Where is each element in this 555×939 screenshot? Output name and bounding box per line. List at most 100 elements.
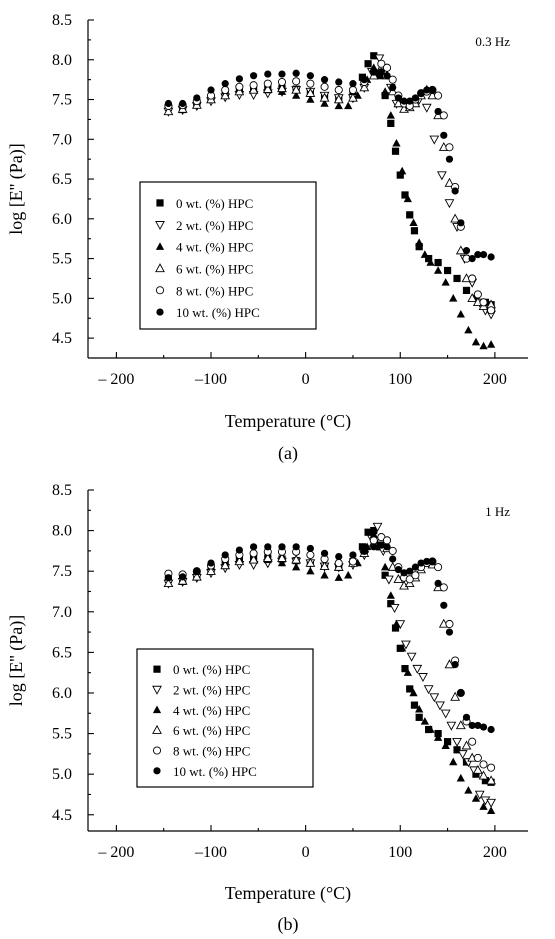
data-point bbox=[320, 82, 329, 91]
data-point bbox=[335, 78, 343, 86]
data-point bbox=[406, 211, 414, 219]
data-point bbox=[344, 101, 353, 110]
data-point bbox=[377, 59, 386, 68]
panel-label: (b) bbox=[278, 914, 299, 935]
data-point bbox=[384, 575, 394, 585]
data-point bbox=[206, 565, 216, 575]
x-tick-label: – 200 bbox=[97, 371, 134, 388]
data-point bbox=[235, 82, 244, 91]
data-point bbox=[207, 559, 215, 567]
data-point bbox=[358, 543, 367, 551]
legend-marker bbox=[155, 286, 165, 295]
data-point bbox=[306, 72, 314, 80]
data-point bbox=[292, 77, 301, 86]
legend-entry: 10 wt. (%) HPC bbox=[176, 305, 260, 320]
data-point bbox=[164, 574, 173, 582]
series-5 bbox=[164, 541, 495, 734]
x-tick-label: 0 bbox=[302, 371, 310, 388]
data-point bbox=[467, 293, 478, 303]
data-point bbox=[349, 80, 357, 88]
data-point bbox=[411, 571, 420, 580]
data-point bbox=[461, 740, 472, 750]
data-point bbox=[353, 91, 362, 99]
data-point bbox=[220, 560, 231, 570]
data-point bbox=[235, 546, 243, 554]
data-point bbox=[163, 578, 174, 588]
data-point bbox=[445, 155, 454, 163]
data-point bbox=[389, 604, 400, 613]
data-point bbox=[406, 97, 414, 105]
y-tick-label: 8.5 bbox=[52, 12, 72, 29]
y-tick-label: 5.0 bbox=[52, 766, 72, 783]
data-point bbox=[439, 111, 448, 120]
data-point bbox=[370, 543, 378, 551]
data-point bbox=[462, 286, 471, 294]
data-point bbox=[456, 309, 465, 318]
y-tick-label: 5.0 bbox=[52, 290, 72, 307]
y-tick-label: 6.5 bbox=[52, 171, 72, 188]
data-point bbox=[479, 251, 488, 259]
data-point bbox=[449, 757, 458, 766]
data-point bbox=[262, 83, 273, 93]
data-point bbox=[441, 741, 450, 749]
chart-panel-b: 4.5 5.0 5.5 6.0 6.5 7.0 7.5 8.0 8.5 – 200 –100 0 100… bbox=[6, 482, 528, 935]
data-point bbox=[428, 557, 437, 566]
data-point bbox=[486, 806, 496, 814]
data-point bbox=[479, 341, 488, 350]
series-3 bbox=[163, 533, 496, 785]
data-point bbox=[277, 77, 287, 87]
data-point bbox=[403, 668, 412, 676]
data-point bbox=[450, 213, 461, 223]
data-point bbox=[249, 549, 258, 558]
data-point bbox=[423, 557, 431, 566]
data-point bbox=[262, 552, 273, 562]
data-point bbox=[486, 775, 496, 785]
data-point bbox=[434, 563, 443, 572]
data-point bbox=[401, 640, 411, 650]
y-tick-label: 4.5 bbox=[52, 330, 72, 347]
data-point bbox=[406, 567, 414, 575]
data-point bbox=[360, 76, 368, 84]
data-point bbox=[291, 84, 302, 94]
data-point bbox=[444, 659, 455, 669]
y-tick-label: 6.0 bbox=[52, 685, 72, 702]
legend-marker bbox=[152, 685, 162, 695]
data-point bbox=[400, 569, 408, 577]
y-tick-label: 8.0 bbox=[52, 52, 72, 69]
y-tick-label: 7.5 bbox=[52, 92, 72, 109]
data-point bbox=[305, 87, 316, 97]
legend-marker bbox=[155, 221, 165, 231]
x-tick-label: 100 bbox=[388, 844, 412, 861]
data-point bbox=[486, 340, 496, 348]
data-point bbox=[277, 552, 287, 562]
data-point bbox=[335, 552, 343, 561]
data-point bbox=[248, 84, 259, 94]
data-point bbox=[263, 79, 272, 88]
legend-marker bbox=[155, 242, 165, 250]
legend: 0 wt. (%) HPC 2 wt. (%) HPC 4 wt. (%) HPC 6… bbox=[139, 181, 317, 330]
data-point bbox=[377, 541, 385, 549]
data-point bbox=[292, 562, 301, 571]
data-point bbox=[479, 760, 488, 769]
data-point bbox=[374, 54, 385, 64]
data-point bbox=[464, 325, 473, 334]
data-point bbox=[234, 86, 245, 96]
legend-marker bbox=[156, 199, 164, 207]
data-point bbox=[348, 557, 357, 566]
data-point bbox=[464, 786, 473, 794]
data-point bbox=[468, 721, 476, 730]
data-point bbox=[370, 52, 378, 60]
data-point bbox=[388, 75, 397, 84]
data-point bbox=[191, 571, 202, 581]
data-point bbox=[235, 75, 243, 83]
x-tick-label: 200 bbox=[483, 844, 507, 861]
data-point bbox=[382, 536, 392, 545]
data-point bbox=[248, 554, 259, 564]
data-point bbox=[425, 254, 433, 263]
data-point bbox=[207, 86, 215, 94]
data-point bbox=[472, 764, 483, 774]
data-point bbox=[445, 619, 454, 629]
chart-panel-a: 4.5 5.0 5.5 6.0 6.5 7.0 7.5 8.0 8.5 – 200 –100 0 100… bbox=[6, 12, 528, 464]
y-tick-label: 4.5 bbox=[52, 807, 72, 824]
data-point bbox=[473, 290, 482, 299]
